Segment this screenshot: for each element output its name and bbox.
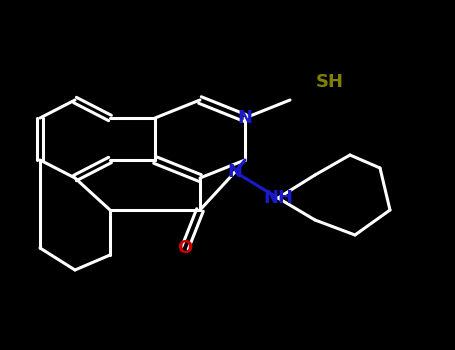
- Text: O: O: [177, 239, 192, 257]
- Text: NH: NH: [263, 189, 293, 207]
- Text: N: N: [228, 163, 243, 181]
- Text: N: N: [238, 109, 253, 127]
- Text: SH: SH: [316, 73, 344, 91]
